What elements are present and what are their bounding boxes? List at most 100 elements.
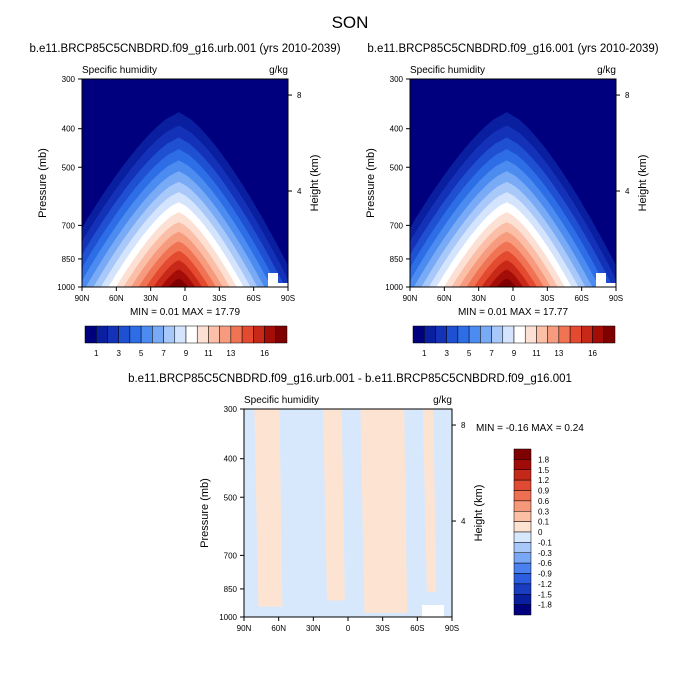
y2-tick-label: 8: [625, 91, 630, 100]
colorbar-label: 7: [161, 349, 166, 358]
colorbar-label: -1.2: [538, 580, 552, 589]
panel-title: b.e11.BRCP85C5CNBDRD.f09_g16.urb.001 (yr…: [29, 43, 340, 55]
x-tick-label: 90N: [237, 624, 252, 633]
units-label: g/kg: [597, 65, 616, 76]
y-tick-label: 700: [390, 221, 404, 230]
x-tick-label: 30N: [471, 294, 486, 303]
colorbar-label: 1.5: [538, 466, 550, 475]
contour-level: [161, 269, 196, 287]
colorbar-label: 16: [588, 349, 597, 358]
colorbar-box: [536, 325, 548, 344]
colorbar-box: [513, 511, 532, 522]
y2-axis-title: Height (km): [637, 155, 649, 212]
y-axis-title: Pressure (mb): [365, 148, 377, 218]
colorbar-box: [152, 325, 164, 344]
y-axis-title: Pressure (mb): [199, 478, 211, 548]
colorbar-box: [513, 594, 532, 605]
y-tick-label: 400: [390, 125, 404, 134]
y2-tick-label: 4: [461, 517, 466, 526]
contour-level: [489, 269, 524, 287]
y2-tick-label: 8: [461, 421, 466, 430]
colorbar-box: [524, 325, 537, 344]
colorbar-box: [513, 521, 532, 533]
colorbar-label: 11: [204, 349, 213, 358]
y-tick-label: 1000: [385, 283, 403, 292]
colorbar-box: [547, 325, 560, 344]
colorbar-box: [480, 325, 492, 344]
colorbar-box: [84, 325, 97, 344]
x-tick-label: 60N: [437, 294, 452, 303]
colorbar-box: [513, 459, 532, 470]
colorbar-box: [569, 325, 582, 344]
colorbar-label: 1: [94, 349, 99, 358]
colorbar-box: [107, 325, 119, 344]
colorbar-box: [446, 325, 459, 344]
colorbar-box: [513, 490, 532, 502]
y-axis-title: Pressure (mb): [37, 148, 49, 218]
y-tick-label: 850: [224, 585, 238, 594]
colorbar-box: [208, 325, 220, 344]
figure-title: SON: [332, 13, 369, 32]
colorbar-box: [95, 325, 108, 344]
x-tick-label: 60N: [109, 294, 124, 303]
colorbar-box: [423, 325, 436, 344]
colorbar-label: -0.1: [538, 538, 552, 547]
colorbar-label: 3: [444, 349, 449, 358]
y2-tick-label: 8: [297, 91, 302, 100]
contour-level: [496, 278, 517, 287]
min-max-label: MIN = 0.01 MAX = 17.79: [130, 307, 240, 318]
colorbar: 1 3 5 7 9 11 13 16: [412, 325, 616, 358]
x-tick-label: 90N: [75, 294, 90, 303]
x-tick-label: 30N: [143, 294, 158, 303]
colorbar-label: 1.8: [538, 455, 550, 464]
colorbar-box: [513, 552, 532, 564]
colorbar-box: [163, 325, 176, 344]
colorbar-box: [129, 325, 142, 344]
colorbar-box: [230, 325, 243, 344]
missing-region: [268, 273, 288, 287]
y-tick-label: 850: [62, 255, 76, 264]
x-tick-label: 30N: [306, 624, 321, 633]
colorbar-label: 0.6: [538, 497, 550, 506]
x-tick-label: 0: [511, 294, 516, 303]
colorbar-label: 11: [532, 349, 541, 358]
chart-panel-1: b.e11.BRCP85C5CNBDRD.f09_g16.urb.001 (yr…: [29, 43, 340, 358]
y-tick-label: 1000: [219, 613, 237, 622]
colorbar-label: 5: [467, 349, 472, 358]
contour-band: [360, 409, 408, 613]
x-tick-label: 90S: [609, 294, 623, 303]
colorbar-label: 0.3: [538, 507, 550, 516]
colorbar: 1.81.51.20.90.60.30.10-0.1-0.3-0.6-0.9-1…: [513, 448, 552, 616]
colorbar-label: 1.2: [538, 476, 550, 485]
colorbar-label: 7: [489, 349, 494, 358]
colorbar-box: [241, 325, 254, 344]
contour-band: [323, 409, 345, 601]
y-tick-label: 700: [62, 221, 76, 230]
x-tick-label: 60S: [247, 294, 261, 303]
y-tick-label: 1000: [57, 283, 75, 292]
y-tick-label: 500: [390, 163, 404, 172]
variable-label: Specific humidity: [244, 395, 319, 406]
y-tick-label: 300: [390, 75, 404, 84]
missing-region: [422, 605, 444, 617]
colorbar-label: 1: [422, 349, 427, 358]
colorbar-box: [513, 479, 532, 491]
colorbar-box: [513, 325, 526, 344]
x-tick-label: 30S: [376, 624, 390, 633]
panel-title: b.e11.BRCP85C5CNBDRD.f09_g16.001 (yrs 20…: [367, 43, 658, 55]
y-tick-label: 500: [224, 493, 238, 502]
chart-panel-2: b.e11.BRCP85C5CNBDRD.f09_g16.001 (yrs 20…: [365, 43, 659, 358]
x-tick-label: 60S: [575, 294, 589, 303]
colorbar-box: [558, 325, 571, 344]
x-tick-label: 90S: [281, 294, 295, 303]
colorbar: 1 3 5 7 9 11 13 16: [84, 325, 288, 358]
y-tick-label: 400: [62, 125, 76, 134]
colorbar-box: [513, 469, 532, 481]
y2-tick-label: 4: [625, 187, 630, 196]
contour-level: [168, 278, 189, 287]
panel-title: b.e11.BRCP85C5CNBDRD.f09_g16.urb.001 - b…: [128, 373, 572, 385]
x-tick-label: 90N: [403, 294, 418, 303]
contour-band: [422, 409, 437, 593]
min-max-label: MIN = 0.01 MAX = 17.77: [458, 307, 568, 318]
